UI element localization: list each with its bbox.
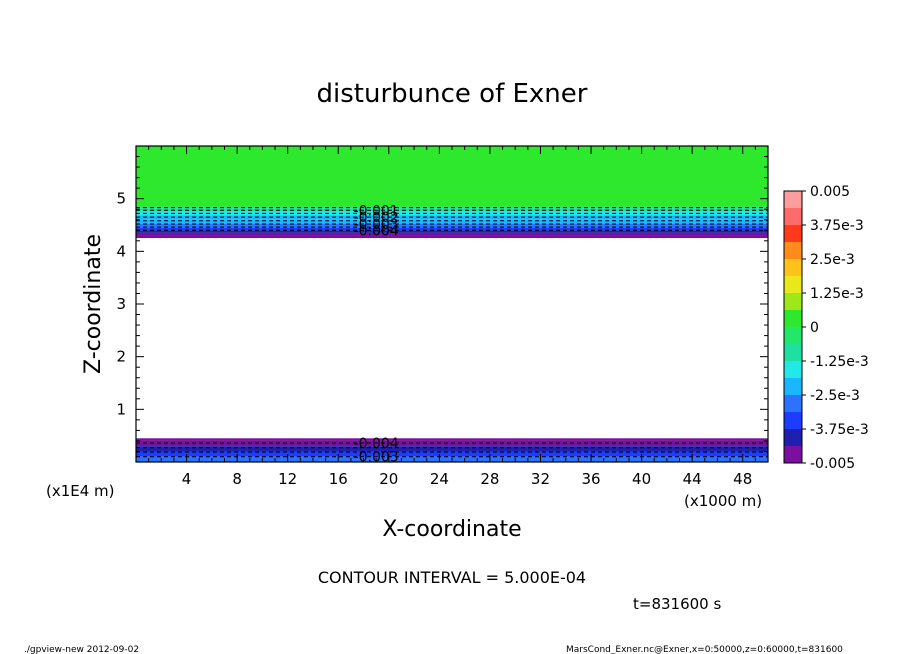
contour-band (136, 219, 768, 224)
colorbar-segment (784, 327, 802, 344)
colorbar-label: -0.005 (810, 456, 855, 472)
y-tick-label: 2 (116, 348, 126, 366)
footer-right-text: MarsCond_Exner.nc@Exner,x=0:50000,z=0:60… (566, 645, 843, 654)
colorbar-label: 3.75e-3 (810, 218, 864, 234)
contour-label: -0.004 (354, 223, 399, 239)
colorbar-label: 0 (810, 320, 819, 336)
contour-label: -0.002 (354, 210, 399, 226)
x-axis-label: X-coordinate (382, 517, 521, 542)
x-tick-label: 4 (182, 470, 192, 488)
contour-interval-text: CONTOUR INTERVAL = 5.000E-04 (318, 568, 586, 587)
x-tick-label: 32 (531, 470, 550, 488)
x-tick-label: 40 (632, 470, 651, 488)
colorbar-segment (784, 310, 802, 327)
y-axis-label: Z-coordinate (81, 234, 106, 374)
contour-band (136, 438, 768, 441)
contour-band (136, 440, 768, 447)
contour-band (136, 227, 768, 231)
contour-label: -0.004 (354, 436, 399, 452)
contour-band (136, 235, 768, 239)
x-tick-label: 20 (379, 470, 398, 488)
colorbar-segment (784, 208, 802, 225)
colorbar-segment (784, 378, 802, 395)
contour-band (136, 223, 768, 228)
colorbar: 0.005 3.75e-3 2.5e-3 1.25e-3 0 -1.25e-3 -2.5e-… (783, 184, 869, 472)
colorbar-label: -2.5e-3 (810, 388, 860, 404)
chart-title: disturbunce of Exner (317, 79, 588, 109)
colorbar-label: -3.75e-3 (810, 422, 869, 438)
contour-label: -0.003 (354, 217, 399, 233)
y-axis-unit: (x1E4 m) (46, 482, 115, 500)
colorbar-label: 0.005 (810, 184, 850, 200)
footer-left-text: ./gpview-new 2012-09-02 (24, 645, 139, 654)
colorbar-segment (784, 259, 802, 276)
colorbar-segment (784, 395, 802, 412)
contour-band (136, 146, 768, 207)
colorbar-segment (784, 429, 802, 446)
colorbar-segment (784, 344, 802, 361)
contour-band (136, 451, 768, 457)
x-axis-unit: (x1000 m) (684, 492, 762, 510)
x-tick-label: 28 (480, 470, 499, 488)
contour-label: -0.003 (354, 450, 399, 466)
colorbar-label: 1.25e-3 (810, 286, 864, 302)
plot-area (136, 146, 768, 462)
x-tick-label: 48 (733, 470, 752, 488)
y-tick-label: 4 (116, 242, 126, 260)
contour-band (136, 238, 768, 439)
x-tick-label: 16 (329, 470, 348, 488)
colorbar-label: -1.25e-3 (810, 354, 869, 370)
x-tick-label: 8 (232, 470, 242, 488)
colorbar-segment (784, 361, 802, 378)
colorbar-segment (784, 446, 802, 463)
y-tick-label: 3 (116, 295, 126, 313)
contour-band (136, 215, 768, 220)
colorbar-segment (784, 293, 802, 310)
y-tick-label: 5 (116, 190, 126, 208)
colorbar-segment (784, 191, 802, 208)
contour-band (136, 446, 768, 452)
contour-label: -0.001 (354, 203, 399, 219)
x-tick-label: 24 (430, 470, 449, 488)
y-tick-label: 1 (116, 400, 126, 418)
x-tick-label: 36 (581, 470, 600, 488)
time-text: t=831600 s (633, 595, 721, 613)
colorbar-segment (784, 225, 802, 242)
colorbar-segment (784, 276, 802, 293)
contour-band (136, 230, 768, 233)
colorbar-label: 2.5e-3 (810, 252, 855, 268)
contour-band (136, 232, 768, 236)
colorbar-segment (784, 242, 802, 259)
x-tick-label: 12 (278, 470, 297, 488)
colorbar-segment (784, 412, 802, 429)
x-tick-label: 44 (683, 470, 702, 488)
